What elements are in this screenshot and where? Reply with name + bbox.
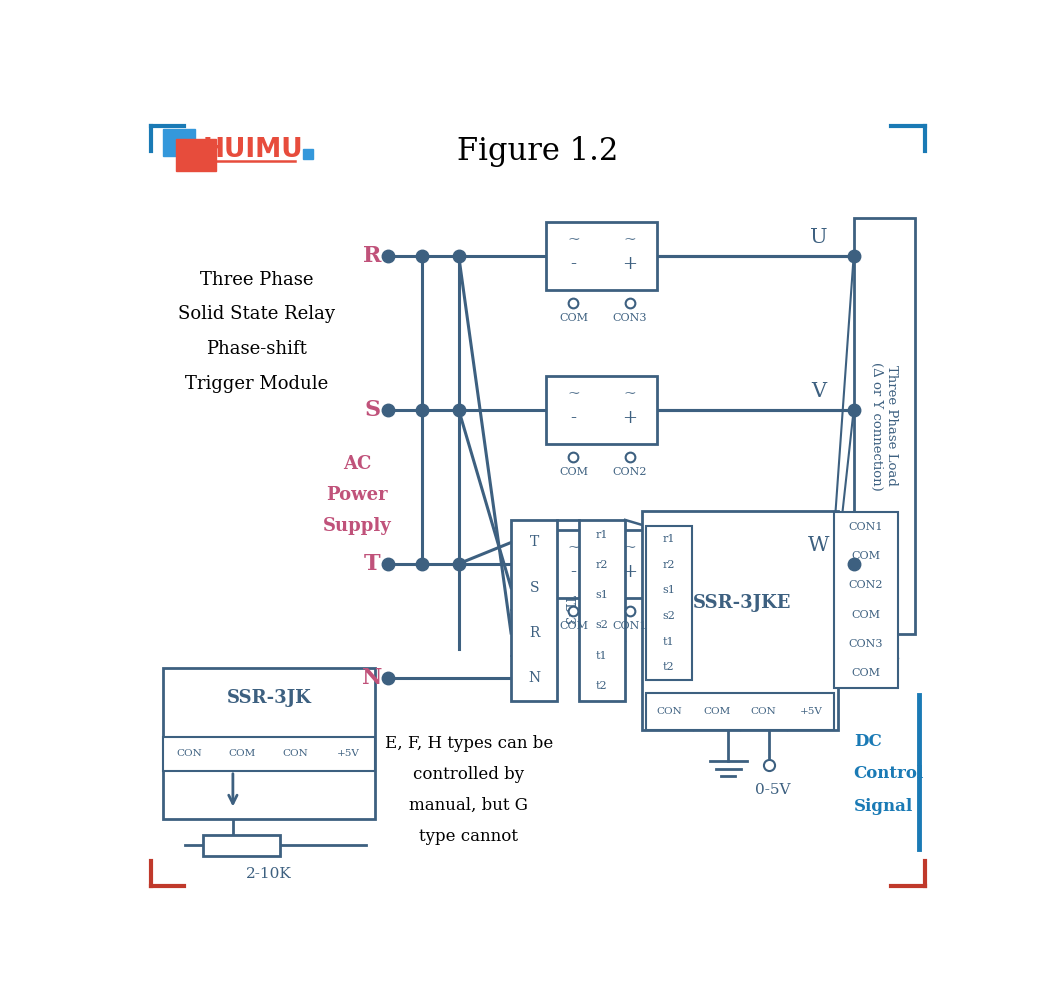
Text: ~: ~ [623, 387, 636, 401]
Text: r1: r1 [596, 530, 608, 540]
Text: Three Phase Load
(Δ or Y connection): Three Phase Load (Δ or Y connection) [871, 362, 899, 490]
Text: DC: DC [854, 733, 881, 750]
Text: CON1: CON1 [849, 522, 883, 532]
Text: +5V: +5V [799, 707, 822, 716]
Text: Phase-shift: Phase-shift [207, 340, 307, 358]
Text: COM: COM [852, 668, 880, 678]
Text: ~: ~ [568, 232, 580, 246]
Bar [545, 530, 658, 597]
Bar [545, 221, 658, 290]
Text: Trigger Module: Trigger Module [186, 375, 328, 393]
Text: COM: COM [559, 314, 587, 323]
Text: S: S [364, 399, 381, 421]
Text: controlled by: controlled by [413, 767, 524, 784]
Text: type cannot: type cannot [420, 828, 518, 845]
Text: AC: AC [343, 456, 371, 473]
Text: COM: COM [852, 609, 880, 619]
Text: COM: COM [559, 467, 587, 477]
Text: Control: Control [854, 766, 924, 783]
Text: t1: t1 [596, 650, 607, 660]
Text: CON: CON [657, 707, 682, 716]
Text: Figure 1.2: Figure 1.2 [457, 135, 618, 166]
Text: CON: CON [751, 707, 776, 716]
Text: U: U [810, 227, 828, 246]
Text: HUIMU: HUIMU [202, 137, 303, 163]
Text: ~: ~ [623, 232, 636, 246]
Bar [163, 737, 374, 771]
Bar [646, 693, 834, 730]
Text: R: R [529, 626, 539, 640]
Text: COM: COM [852, 551, 880, 561]
Text: Supply: Supply [323, 517, 391, 535]
Bar [579, 520, 625, 700]
Text: s1: s1 [596, 590, 608, 600]
Text: CON: CON [282, 749, 308, 759]
Text: Three Phase: Three Phase [200, 271, 314, 289]
Text: ~: ~ [568, 387, 580, 401]
Bar [834, 512, 898, 687]
Text: 0-5V: 0-5V [755, 784, 791, 798]
Text: s2: s2 [663, 611, 676, 621]
Text: t2: t2 [663, 662, 675, 672]
Text: N: N [528, 671, 540, 685]
Bar [163, 668, 374, 819]
Text: +: + [622, 563, 637, 581]
Text: N: N [362, 667, 383, 689]
Text: 2-10K: 2-10K [247, 867, 292, 881]
Bar [646, 526, 692, 680]
Text: SSR-3JK: SSR-3JK [227, 688, 312, 706]
Text: T: T [364, 553, 381, 575]
Bar [163, 129, 195, 156]
Text: COM: COM [703, 707, 730, 716]
Text: SSR-3JKE: SSR-3JKE [692, 594, 791, 612]
Text: COM: COM [559, 621, 587, 631]
Text: E, F, H types can be: E, F, H types can be [385, 735, 553, 753]
Text: V: V [812, 382, 827, 401]
Text: CON3: CON3 [613, 314, 647, 323]
Text: Solid State Relay: Solid State Relay [178, 306, 336, 324]
Text: Signal: Signal [854, 798, 913, 815]
Text: s2: s2 [596, 620, 608, 630]
Text: TB-3: TB-3 [561, 595, 575, 625]
Text: -: - [571, 409, 576, 427]
Bar [511, 520, 557, 700]
Text: COM: COM [229, 749, 256, 759]
Text: +: + [622, 256, 637, 274]
Text: t2: t2 [596, 680, 607, 690]
Bar [303, 148, 314, 158]
Text: s1: s1 [663, 585, 676, 595]
Text: Power: Power [326, 486, 388, 504]
Text: CON: CON [176, 749, 202, 759]
Bar [204, 835, 280, 856]
Text: -: - [571, 256, 576, 274]
Text: +5V: +5V [337, 749, 360, 759]
Text: CON2: CON2 [849, 580, 883, 590]
Text: -: - [571, 563, 576, 581]
Bar [176, 138, 216, 171]
Text: ~: ~ [623, 541, 636, 554]
Text: R: R [363, 244, 382, 267]
Text: t1: t1 [663, 636, 675, 646]
Text: +: + [622, 409, 637, 427]
Text: CON1: CON1 [613, 621, 647, 631]
Text: r1: r1 [663, 534, 676, 544]
Text: S: S [530, 581, 539, 595]
Bar [642, 511, 838, 730]
Text: CON3: CON3 [849, 639, 883, 649]
Text: CON2: CON2 [613, 467, 647, 477]
Bar [854, 218, 916, 634]
Text: r2: r2 [663, 559, 676, 569]
Text: r2: r2 [596, 560, 608, 570]
Bar [545, 376, 658, 444]
Text: ~: ~ [568, 541, 580, 554]
Text: W: W [809, 536, 830, 555]
Text: T: T [530, 535, 539, 549]
Text: manual, but G: manual, but G [409, 797, 528, 814]
